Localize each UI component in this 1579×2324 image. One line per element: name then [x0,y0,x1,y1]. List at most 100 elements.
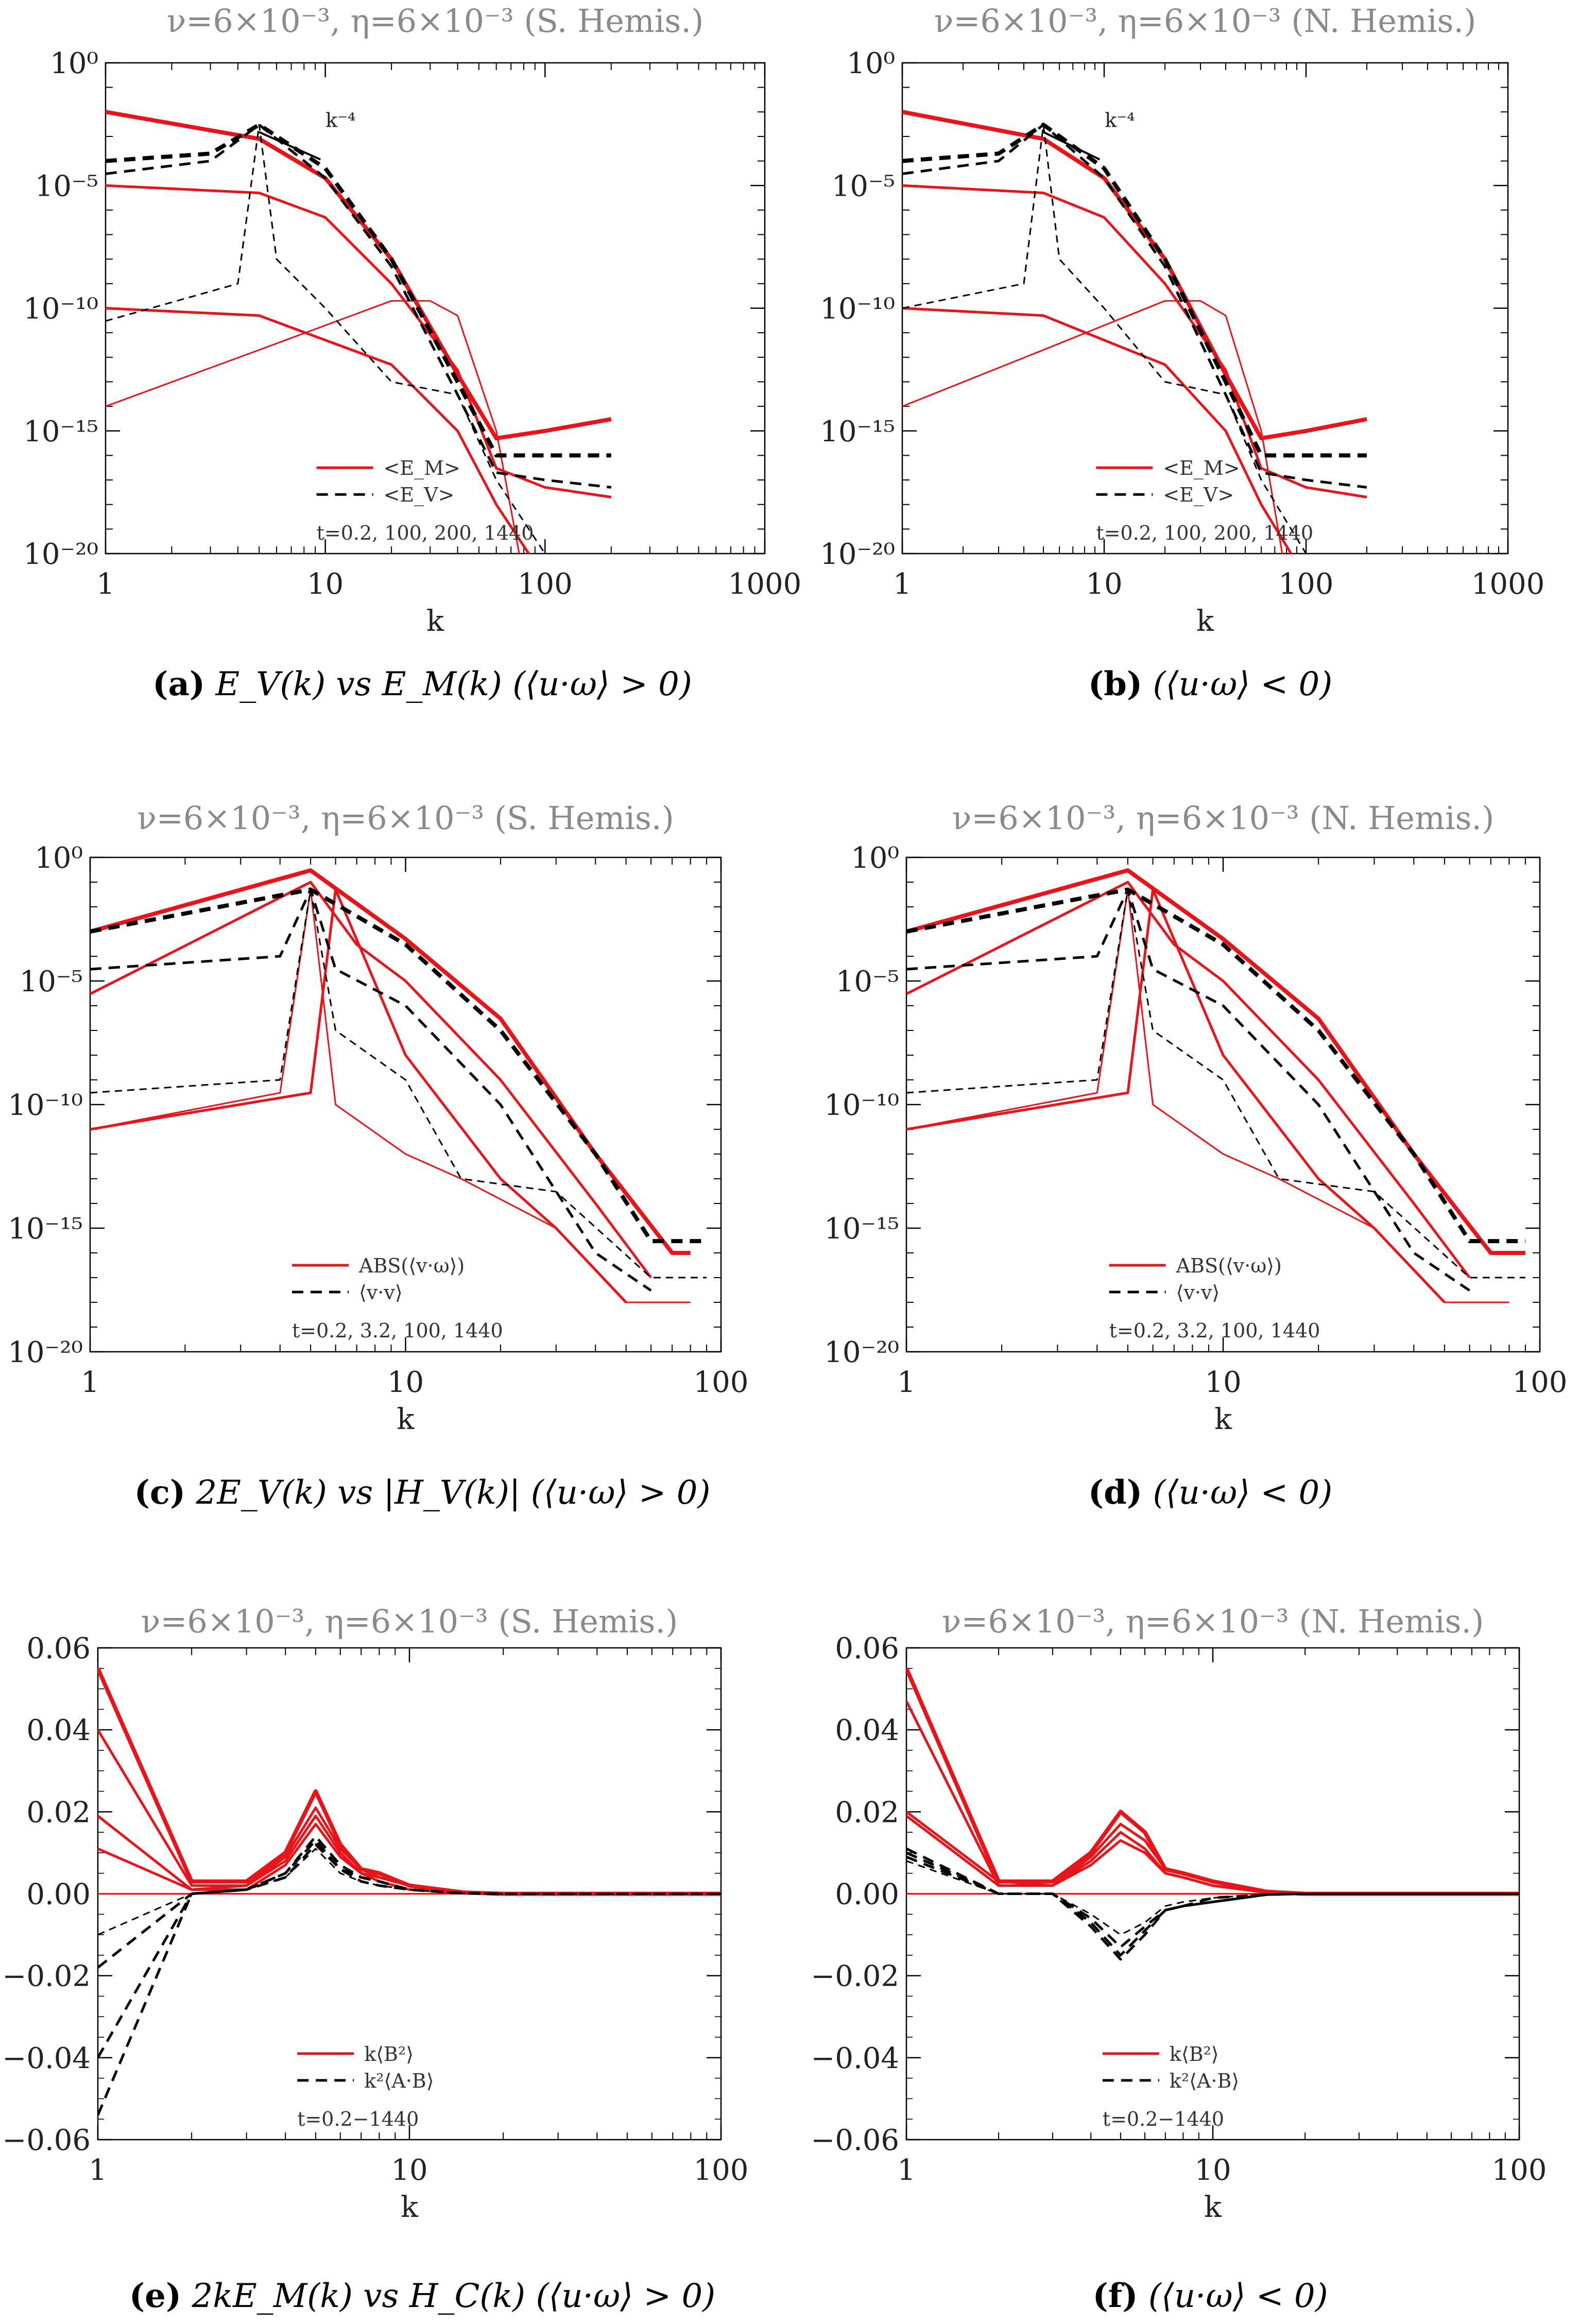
y-tick-label: 10⁻¹⁰ [8,1089,83,1122]
x-axis-label: k [397,1403,415,1436]
panel-title: ν=6×10⁻³, η=6×10⁻³ (N. Hemis.) [942,1603,1484,1640]
slope-guide-line [1043,131,1101,161]
series-line-black-5 [906,888,1470,1292]
y-tick-label: 10⁻²⁰ [23,538,98,571]
y-tick-label: 0.04 [835,1714,899,1747]
caption-tag: (a) [152,665,205,703]
panel-caption: (f) (⟨u·ω⟩ < 0) [1092,2277,1328,2315]
series-line-red-3 [906,888,1509,1303]
y-tick-label: 0.06 [835,1632,899,1665]
series-line-black-6 [906,1851,1519,1957]
series-line-red-3 [90,888,691,1303]
x-tick-label: 100 [1279,567,1334,601]
x-tick-label: 100 [694,2154,749,2187]
caption-text: 2E_V(k) vs |H_V(k)| (⟨u·ω⟩ > 0) [185,1474,710,1512]
y-tick-label: 10⁻²⁰ [820,538,895,571]
y-tick-label: 0.00 [26,1878,91,1912]
x-tick-label: 1 [89,2154,107,2187]
x-tick-label: 100 [1492,2154,1547,2187]
y-tick-label: 10⁻⁵ [836,965,899,999]
legend-time-note: t=0.2, 3.2, 100, 1440 [1109,1319,1320,1342]
x-tick-label: 10 [307,567,344,601]
x-tick-label: 1 [81,1366,99,1399]
series-line-red-2 [106,307,530,554]
legend-time-note: t=0.2−1440 [1103,2108,1224,2130]
x-tick-label: 100 [694,1366,749,1399]
y-tick-label: 0.06 [26,1632,91,1665]
legend-time-note: t=0.2−1440 [297,2108,419,2130]
series-line-red-3 [106,300,520,554]
series-line-red-0 [90,868,691,1255]
legend-label: k⟨B²⟩ [364,2043,414,2065]
x-axis-label: k [401,2191,419,2224]
caption-tag: (f) [1092,2277,1138,2315]
y-tick-label: 0.00 [835,1878,899,1912]
x-tick-label: 1000 [728,567,802,601]
slope-label: k⁻⁴ [1105,109,1135,132]
series-line-red-3 [902,300,1283,554]
x-tick-label: 100 [518,567,573,601]
y-tick-label: 10⁻¹⁰ [23,292,98,326]
panel-caption: (e) 2kE_M(k) vs H_C(k) (⟨u·ω⟩ > 0) [129,2277,715,2315]
y-tick-label: 10⁻¹⁰ [824,1089,899,1122]
series-line-red-2 [906,888,1446,1303]
y-tick-label: −0.06 [811,2124,899,2157]
plot-frame [105,62,766,555]
panel-caption: (a) E_V(k) vs E_M(k) (⟨u·ω⟩ > 0) [152,665,692,703]
x-tick-label: 1 [96,567,115,601]
caption-tag: (c) [134,1473,186,1512]
legend-label: ⟨v·v⟩ [359,1281,403,1304]
y-tick-label: 10⁰ [851,841,899,875]
caption-text: (⟨u·ω⟩ < 0) [1142,665,1332,703]
panel-title: ν=6×10⁻³, η=6×10⁻³ (N. Hemis.) [934,2,1477,40]
y-tick-label: 10⁻⁵ [35,169,98,203]
panel-f: ν=6×10⁻³, η=6×10⁻³ (N. Hemis.) 1 10 100 0.06… [811,1603,1547,2315]
legend-label: ABS(⟨v·ω⟩) [1176,1254,1282,1277]
x-tick-label: 10 [1205,1366,1241,1399]
legend-label: k²⟨A·B⟩ [364,2070,434,2092]
y-tick-label: 10⁻²⁰ [8,1336,83,1369]
series-line-black-5 [906,1847,1519,1961]
series-line-red-0 [106,110,612,441]
y-tick-label: 10⁻¹⁵ [8,1212,83,1246]
series-line-red-1 [106,184,612,498]
legend-label: <E_M> [1163,457,1240,480]
series-line-red-2 [90,888,627,1303]
y-tick-label: 10⁻¹⁵ [824,1212,899,1246]
x-tick-label: 10 [1086,567,1122,601]
panel-c: ν=6×10⁻³, η=6×10⁻³ (S. Hemis.) 1 10 100 10⁰ 1… [8,799,748,1512]
slope-guide-line [259,131,321,161]
caption-tag: (e) [129,2277,181,2315]
series-line-red-2 [902,307,1293,554]
series-line-red-0 [98,1667,721,1896]
series-line-black-4 [902,123,1367,458]
y-tick-label: −0.04 [2,2042,91,2075]
x-tick-label: 10 [391,2154,427,2187]
series-line-black-6 [98,1839,721,2059]
legend-label: <E_V> [1163,484,1234,507]
y-tick-label: 10⁻⁵ [832,169,895,203]
series-line-red-0 [906,1667,1519,1896]
panel-caption: (c) 2E_V(k) vs |H_V(k)| (⟨u·ω⟩ > 0) [134,1473,711,1512]
y-tick-label: 10⁻¹⁵ [23,415,98,449]
y-tick-label: 0.04 [26,1714,91,1747]
series-line-black-5 [90,888,652,1292]
legend-label: k⟨B²⟩ [1170,2043,1219,2065]
series-line-black-7 [98,1843,721,1969]
series-line-red-3 [906,1815,1519,1895]
caption-text: (⟨u·ω⟩ < 0) [1138,2277,1328,2315]
y-tick-label: 10⁻¹⁰ [820,292,895,326]
series-line-black-6 [106,124,546,554]
caption-tag: (b) [1088,665,1142,703]
y-tick-label: 10⁻¹⁵ [820,415,895,449]
x-tick-label: 1000 [1471,567,1545,601]
y-tick-label: 10⁰ [847,47,895,80]
legend-time-note: t=0.2, 100, 200, 1440 [317,522,534,544]
panel-a: ν=6×10⁻³, η=6×10⁻³ (S. Hemis.) 1 10 100 1000… [23,2,801,703]
series-line-black-4 [90,887,707,1244]
panel-title: ν=6×10⁻³, η=6×10⁻³ (S. Hemis.) [167,2,704,40]
panel-b: ν=6×10⁻³, η=6×10⁻³ (N. Hemis.) 1 10 100 1000… [820,2,1544,703]
y-tick-label: −0.02 [2,1960,91,1993]
series-line-red-1 [98,1729,721,1895]
